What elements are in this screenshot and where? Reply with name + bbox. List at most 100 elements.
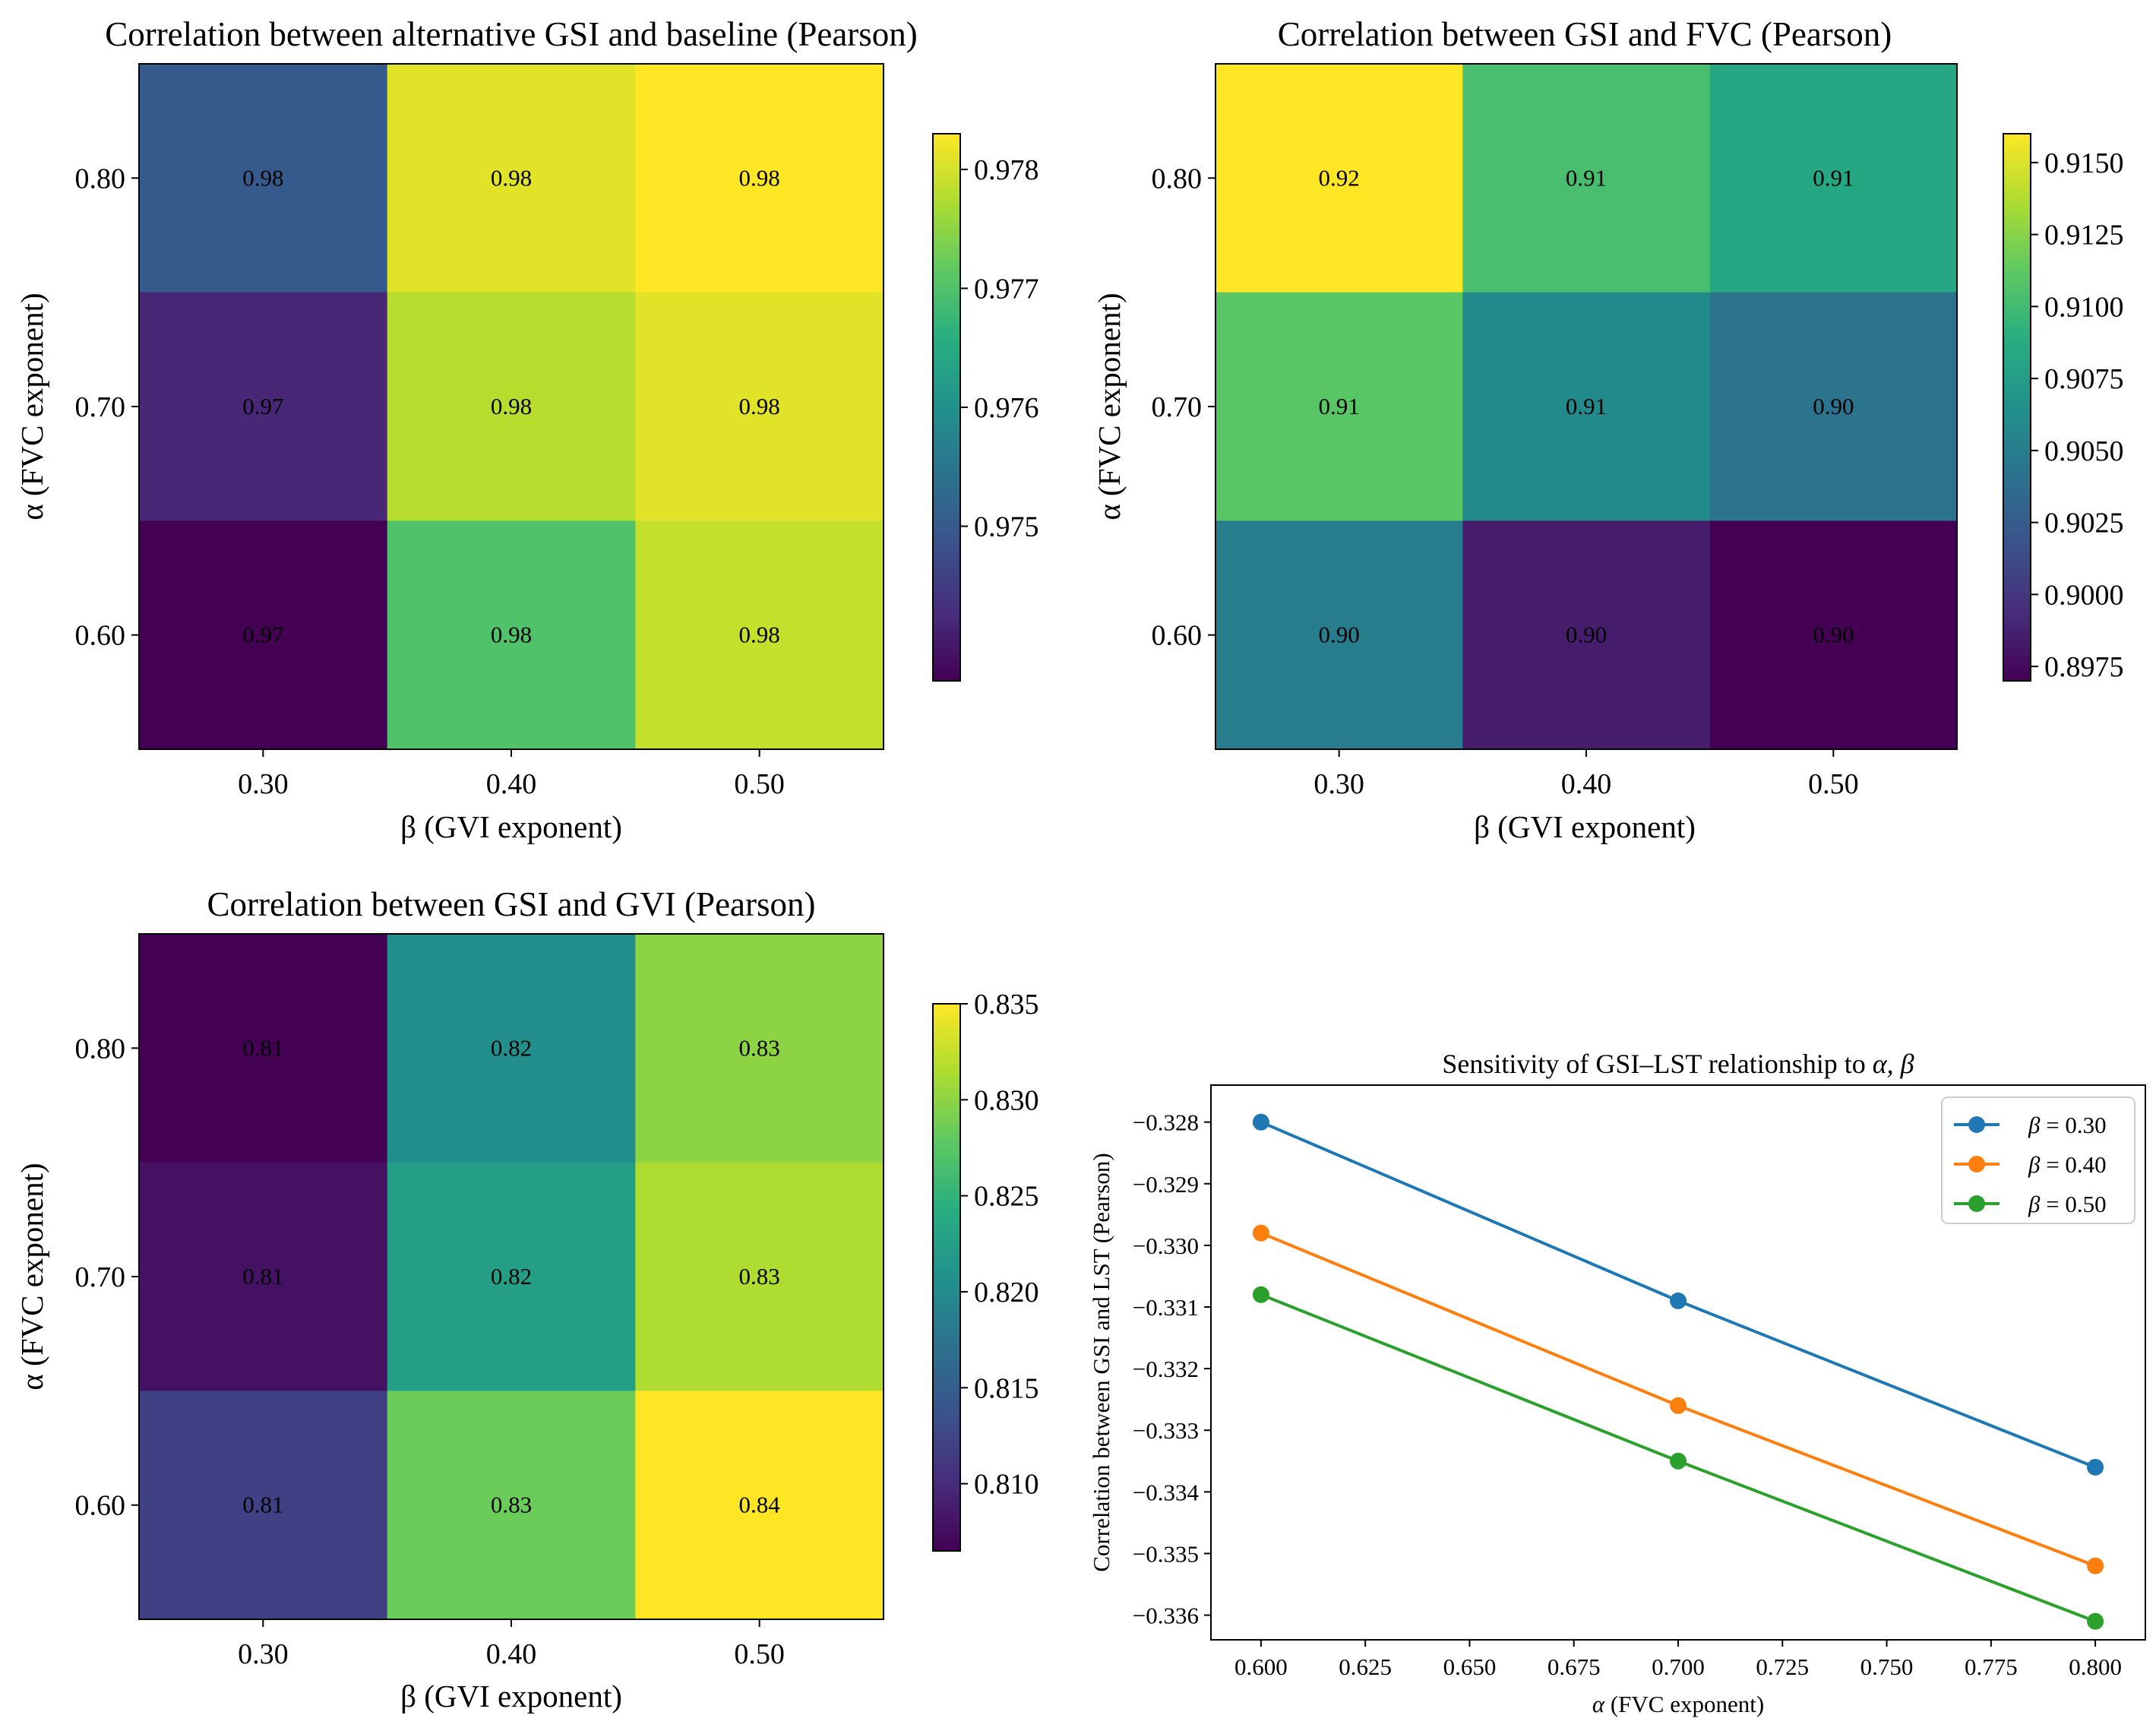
x-tick-label: 0.40 (1561, 768, 1612, 800)
colorbar-tick-label: 0.810 (974, 1469, 1039, 1501)
heatmap-cell-label: 0.98 (242, 164, 283, 191)
line-chart-ticks: 0.600 0.625 0.650 0.675 0.700 0.725 0.750 0.775… (1133, 1109, 2122, 1680)
heatmap-cell (139, 292, 388, 521)
heatmap-cell (387, 934, 636, 1163)
x-tick-label: 0.750 (1860, 1653, 1914, 1680)
heatmap-cell-label: 0.81 (242, 1263, 283, 1290)
line-chart-title-symbols: α, β (1873, 1049, 1914, 1079)
heatmap-fvc-colorbar-ticks: 0.8975 0.9000 0.9025 0.9050 0.9075 0.9100 0.91… (2031, 147, 2124, 683)
heatmap-baseline-colorbar-ticks: 0.975 0.976 0.977 0.978 (960, 154, 1039, 543)
x-tick-label: 0.50 (734, 768, 785, 800)
heatmap-cell-label: 0.81 (242, 1034, 283, 1061)
legend-label-symbol: β (2028, 1112, 2041, 1138)
heatmap-cell-label: 0.91 (1566, 164, 1607, 191)
heatmap-fvc-xlabel: β (GVI exponent) (1474, 809, 1696, 844)
heatmap-cell-label: 0.90 (1566, 622, 1607, 648)
heatmap-cell-label: 0.83 (739, 1263, 780, 1290)
heatmap-gvi-xlabel: β (GVI exponent) (400, 1679, 622, 1714)
data-point (2087, 1458, 2104, 1476)
heatmap-cell-label: 0.97 (242, 393, 283, 419)
heatmap-cell-label: 0.83 (739, 1034, 780, 1061)
line-chart-legend: β = 0.30β = 0.40β = 0.50 (1941, 1097, 2135, 1224)
x-tick-label: 0.50 (734, 1638, 785, 1670)
x-tick-label: 0.30 (238, 768, 289, 800)
y-tick-label: −0.331 (1133, 1294, 1199, 1321)
heatmap-cell (139, 64, 388, 293)
heatmap-cell (387, 1391, 636, 1620)
heatmap-cell-label: 0.98 (491, 164, 532, 191)
y-tick-label: 0.70 (1152, 391, 1203, 423)
x-tick-label: 0.50 (1808, 768, 1859, 800)
colorbar-tick-label: 0.9000 (2044, 579, 2124, 611)
x-tick-label: 0.800 (2069, 1653, 2122, 1680)
heatmap-cell (1462, 521, 1711, 750)
heatmap-cell (387, 1162, 636, 1391)
x-tick-label: 0.700 (1652, 1653, 1705, 1680)
colorbar-tick-label: 0.976 (974, 392, 1039, 424)
heatmap-cell (635, 1162, 884, 1391)
legend-label-value: = 0.50 (2040, 1191, 2106, 1217)
y-tick-label: −0.332 (1133, 1356, 1199, 1382)
colorbar-tick-label: 0.9025 (2044, 508, 2124, 540)
line-chart-ylabel: Correlation between GSI and LST (Pearson… (1088, 1153, 1114, 1571)
line-chart-title: Sensitivity of GSI–LST relationship to α… (1442, 1049, 1914, 1079)
legend-label: β = 0.30 (2028, 1112, 2107, 1138)
heatmap-cell (139, 521, 388, 750)
colorbar-tick-label: 0.9100 (2044, 291, 2124, 323)
colorbar-tick-label: 0.830 (974, 1084, 1039, 1116)
y-tick-label: 0.70 (75, 391, 126, 423)
legend-label-value: = 0.40 (2040, 1151, 2106, 1178)
line-chart-xlabel-text: (FVC exponent) (1604, 1691, 1764, 1717)
line-chart-legend-box (1941, 1097, 2135, 1224)
y-tick-label: 0.80 (75, 163, 126, 195)
y-tick-label: −0.328 (1133, 1109, 1199, 1136)
heatmap-baseline-colorbar (932, 133, 961, 682)
heatmap-cell (635, 934, 884, 1163)
x-tick-label: 0.40 (486, 768, 537, 800)
heatmap-cell-label: 0.84 (739, 1492, 781, 1518)
heatmap-cell (1462, 64, 1711, 293)
colorbar-tick-label: 0.9050 (2044, 435, 2124, 467)
line-chart-xlabel: α (FVC exponent) (1592, 1691, 1764, 1717)
legend-label: β = 0.40 (2028, 1151, 2107, 1178)
data-point (2087, 1612, 2104, 1630)
x-tick-label: 0.30 (1314, 768, 1364, 800)
y-tick-label: −0.330 (1133, 1233, 1199, 1259)
heatmap-cell-label: 0.92 (1319, 164, 1360, 191)
heatmap-cell-label: 0.83 (491, 1492, 532, 1518)
heatmap-cell (635, 1391, 884, 1620)
heatmap-cell (139, 1391, 388, 1620)
y-tick-label: 0.80 (75, 1033, 126, 1065)
heatmap-cell-label: 0.91 (1566, 393, 1607, 419)
data-point (1252, 1286, 1269, 1303)
data-point (1252, 1224, 1269, 1242)
colorbar-tick-label: 0.835 (974, 989, 1039, 1021)
heatmap-baseline-ylabel: α (FVC exponent) (14, 293, 49, 520)
heatmap-cell (1216, 521, 1463, 750)
heatmap-cell-label: 0.98 (739, 164, 780, 191)
legend-label-symbol: β (2028, 1151, 2041, 1178)
y-tick-label: −0.334 (1133, 1479, 1200, 1505)
heatmap-cell-label: 0.82 (491, 1263, 532, 1290)
heatmap-gvi-colorbar-ticks: 0.810 0.815 0.820 0.825 0.830 0.835 (960, 989, 1039, 1501)
heatmap-cell-label: 0.90 (1813, 622, 1854, 648)
heatmap-baseline: Correlation between alternative GSI and … (14, 15, 1039, 844)
heatmap-cell-label: 0.90 (1813, 393, 1854, 419)
heatmap-gvi-ylabel: α (FVC exponent) (14, 1163, 49, 1390)
heatmap-cell (387, 292, 636, 521)
colorbar-tick-label: 0.820 (974, 1277, 1039, 1309)
line-chart-xlabel-symbol: α (1592, 1691, 1605, 1717)
line-chart-title-prefix: Sensitivity of GSI–LST relationship to (1442, 1049, 1872, 1079)
heatmap-cell (1709, 292, 1958, 521)
heatmap-fvc: Correlation between GSI and FVC (Pearson… (1092, 15, 2124, 844)
x-tick-label: 0.725 (1756, 1653, 1809, 1680)
y-tick-label: 0.70 (75, 1261, 126, 1293)
heatmap-baseline-cells: 0.98 0.98 0.98 0.97 0.98 0.98 0.97 0.98 0.98 (139, 64, 884, 750)
data-point (1670, 1452, 1687, 1470)
heatmap-cell (139, 934, 388, 1163)
heatmap-cell-label: 0.81 (242, 1492, 283, 1518)
legend-label-symbol: β (2028, 1191, 2041, 1217)
heatmap-cell-label: 0.91 (1319, 393, 1360, 419)
legend-swatch-marker (1968, 1156, 1985, 1172)
colorbar-tick-label: 0.978 (974, 154, 1039, 186)
